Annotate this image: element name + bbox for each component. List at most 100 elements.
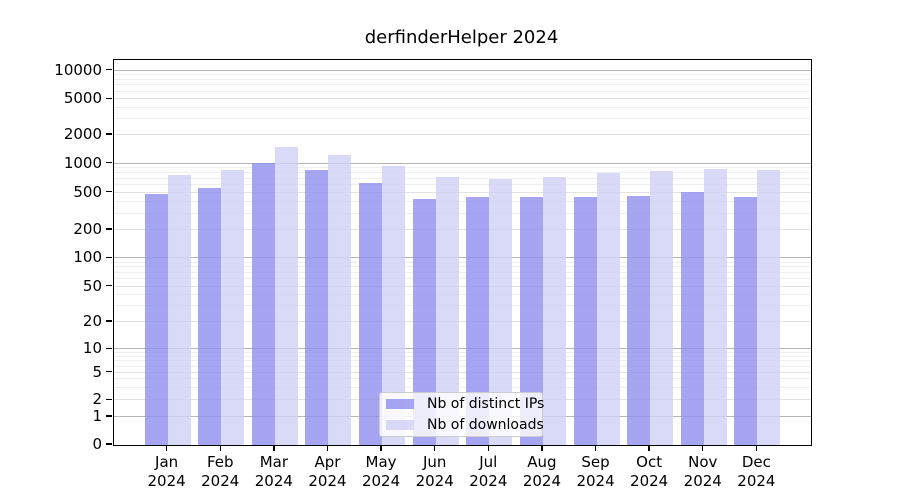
y-tick-mark (106, 371, 112, 373)
bar-downloads-jan (167, 175, 191, 445)
y-tick-mark (106, 320, 112, 322)
y-tick-label: 20 (82, 312, 102, 330)
bar-downloads-jun (435, 176, 459, 445)
minor-gridline (114, 355, 811, 357)
x-tick-label-sep: Sep 2024 (576, 453, 615, 490)
bar-downloads-feb (221, 169, 245, 445)
bar-distinct-ips-apr (305, 170, 329, 445)
minor-gridline (114, 278, 811, 280)
y-tick-label: 2000 (63, 125, 102, 143)
y-tick-label: 200 (73, 220, 102, 238)
y-tick-mark (106, 97, 112, 99)
legend-label-downloads: Nb of downloads (427, 417, 544, 433)
y-tick-label: 0 (92, 435, 102, 453)
x-tick-mark (326, 445, 329, 452)
gridline (114, 162, 811, 164)
y-tick-mark (106, 285, 112, 287)
bar-distinct-ips-aug (519, 197, 543, 445)
minor-gridline (114, 378, 811, 380)
minor-gridline (114, 360, 811, 362)
bar-distinct-ips-sep (573, 197, 597, 445)
bar-distinct-ips-feb (198, 188, 222, 445)
x-tick-mark (755, 445, 758, 452)
x-tick-label-feb: Feb 2024 (201, 453, 240, 490)
x-tick-label-apr: Apr 2024 (308, 453, 347, 490)
y-tick-mark (106, 415, 112, 417)
gridline (114, 257, 811, 259)
x-tick-mark (594, 445, 597, 452)
minor-gridline (114, 184, 811, 186)
x-tick-label-nov: Nov 2024 (683, 453, 722, 490)
downloads-swatch (386, 420, 414, 430)
minor-gridline (114, 118, 811, 120)
legend-item-distinct-ips: Nb of distinct IPs (386, 396, 544, 412)
x-tick-mark (165, 445, 168, 452)
minor-gridline (114, 351, 811, 353)
x-tick-label-mar: Mar 2024 (254, 453, 293, 490)
y-tick-label: 10 (82, 339, 102, 358)
x-tick-label-dec: Dec 2024 (737, 453, 776, 490)
x-tick-mark (541, 445, 543, 452)
minor-gridline (114, 271, 811, 273)
gridline (114, 134, 811, 135)
legend-item-downloads: Nb of downloads (386, 417, 544, 433)
bar-downloads-aug (542, 177, 566, 445)
x-tick-mark (380, 445, 382, 452)
y-tick-mark (106, 398, 112, 400)
minor-gridline (114, 172, 811, 174)
gridline (114, 371, 811, 373)
y-tick-mark (106, 191, 112, 193)
y-tick-label: 5 (92, 362, 102, 381)
minor-gridline (114, 84, 811, 86)
x-tick-mark (487, 445, 489, 452)
y-tick-mark (106, 133, 112, 135)
y-tick-label: 50 (82, 276, 102, 295)
gridline (114, 69, 811, 71)
minor-gridline (114, 107, 811, 108)
bar-distinct-ips-oct (627, 195, 651, 445)
y-tick-label: 100 (73, 248, 102, 267)
bar-distinct-ips-may (359, 183, 383, 445)
gridline (114, 191, 811, 193)
bar-distinct-ips-mar (251, 162, 275, 445)
x-tick-label-may: May 2024 (361, 453, 401, 490)
minor-gridline (114, 167, 811, 169)
minor-gridline (114, 294, 811, 296)
y-tick-mark (106, 347, 112, 349)
y-tick-mark (106, 443, 112, 445)
minor-gridline (114, 90, 811, 92)
y-tick-label: 1000 (63, 153, 102, 172)
gridline (114, 285, 811, 287)
x-tick-label-jan: Jan 2024 (147, 453, 186, 490)
minor-gridline (114, 200, 811, 202)
minor-gridline (114, 177, 811, 179)
bar-downloads-dec (757, 170, 781, 445)
gridline (114, 321, 811, 322)
y-tick-label: 2 (92, 390, 102, 409)
minor-gridline (114, 305, 811, 307)
chart-title: derfinderHelper 2024 (364, 27, 559, 48)
x-tick-mark (702, 445, 704, 452)
x-tick-label-jul: Jul 2024 (469, 453, 508, 490)
minor-gridline (114, 266, 811, 268)
y-tick-label: 500 (73, 182, 102, 201)
bar-downloads-oct (650, 171, 674, 445)
distinct-ips-swatch (386, 399, 414, 409)
y-tick-label: 1 (92, 407, 102, 425)
x-tick-mark (648, 445, 650, 452)
minor-gridline (114, 387, 811, 389)
bar-downloads-jul (489, 178, 513, 445)
bar-downloads-sep (596, 173, 620, 445)
y-tick-label: 5000 (63, 89, 102, 108)
x-tick-label-aug: Aug 2024 (522, 453, 562, 490)
minor-gridline (114, 261, 811, 263)
minor-gridline (114, 365, 811, 367)
gridline (114, 348, 811, 350)
bar-downloads-mar (274, 146, 298, 445)
legend-label-distinct-ips: Nb of distinct IPs (427, 396, 545, 412)
y-tick-label: 10000 (54, 60, 102, 79)
y-tick-mark (106, 162, 112, 164)
legend: Nb of distinct IPs Nb of downloads (379, 392, 544, 437)
x-tick-mark (433, 445, 436, 452)
